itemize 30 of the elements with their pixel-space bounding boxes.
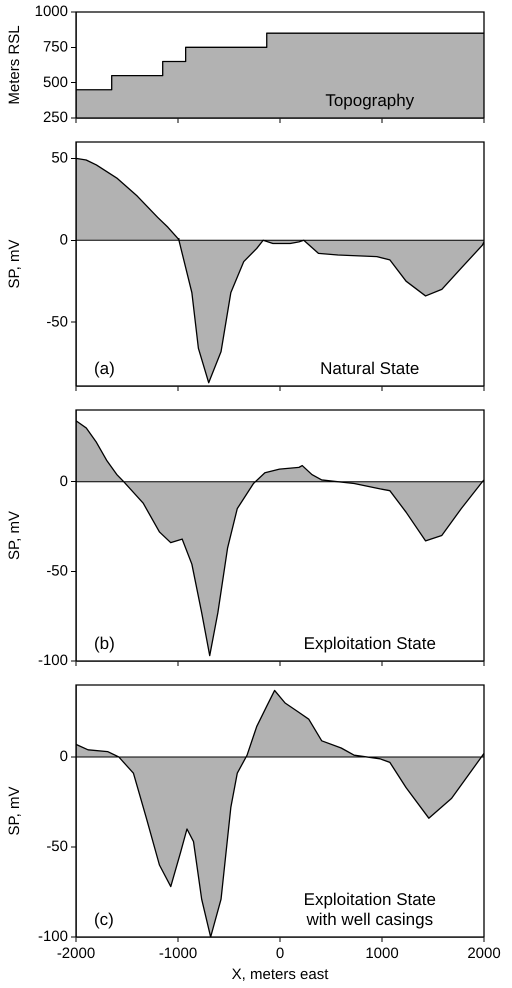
y-tick-label: 0 (60, 231, 68, 248)
y-tick-label: -50 (46, 313, 68, 330)
annotation: (b) (94, 634, 115, 654)
y-tick-label: 1000 (34, 3, 68, 20)
y-tick-label: -50 (46, 838, 68, 856)
y-axis-title: SP, mV (6, 786, 24, 836)
y-axis-title: SP, mV (6, 511, 24, 560)
y-tick-label: 50 (51, 150, 68, 167)
annotation: (a) (94, 359, 115, 378)
y-tick-label: 0 (60, 748, 68, 766)
x-tick-label: -1000 (158, 945, 198, 962)
y-tick-label: 500 (42, 74, 68, 91)
annotation: Exploitation State (304, 634, 436, 654)
x-tick-label: -2000 (56, 945, 96, 962)
y-axis-title: Meters RSL (6, 25, 24, 105)
annotation: (c) (94, 910, 114, 930)
y-tick-label: -100 (38, 928, 68, 946)
y-tick-label: -100 (38, 652, 68, 670)
annotation: Exploitation State with well casings (304, 890, 436, 930)
y-tick-label: 750 (42, 38, 68, 56)
x-axis-title: X, meters east (232, 966, 330, 984)
y-tick-label: 0 (60, 472, 68, 490)
y-tick-label: -50 (46, 562, 68, 580)
annotation: Topography (325, 91, 415, 110)
x-tick-label: 2000 (467, 945, 501, 962)
y-tick-label: 250 (42, 109, 68, 126)
x-tick-label: 1000 (365, 945, 399, 962)
y-axis-title: SP, mV (6, 240, 24, 288)
annotation: Natural State (320, 359, 420, 378)
x-tick-label: 0 (276, 945, 284, 962)
